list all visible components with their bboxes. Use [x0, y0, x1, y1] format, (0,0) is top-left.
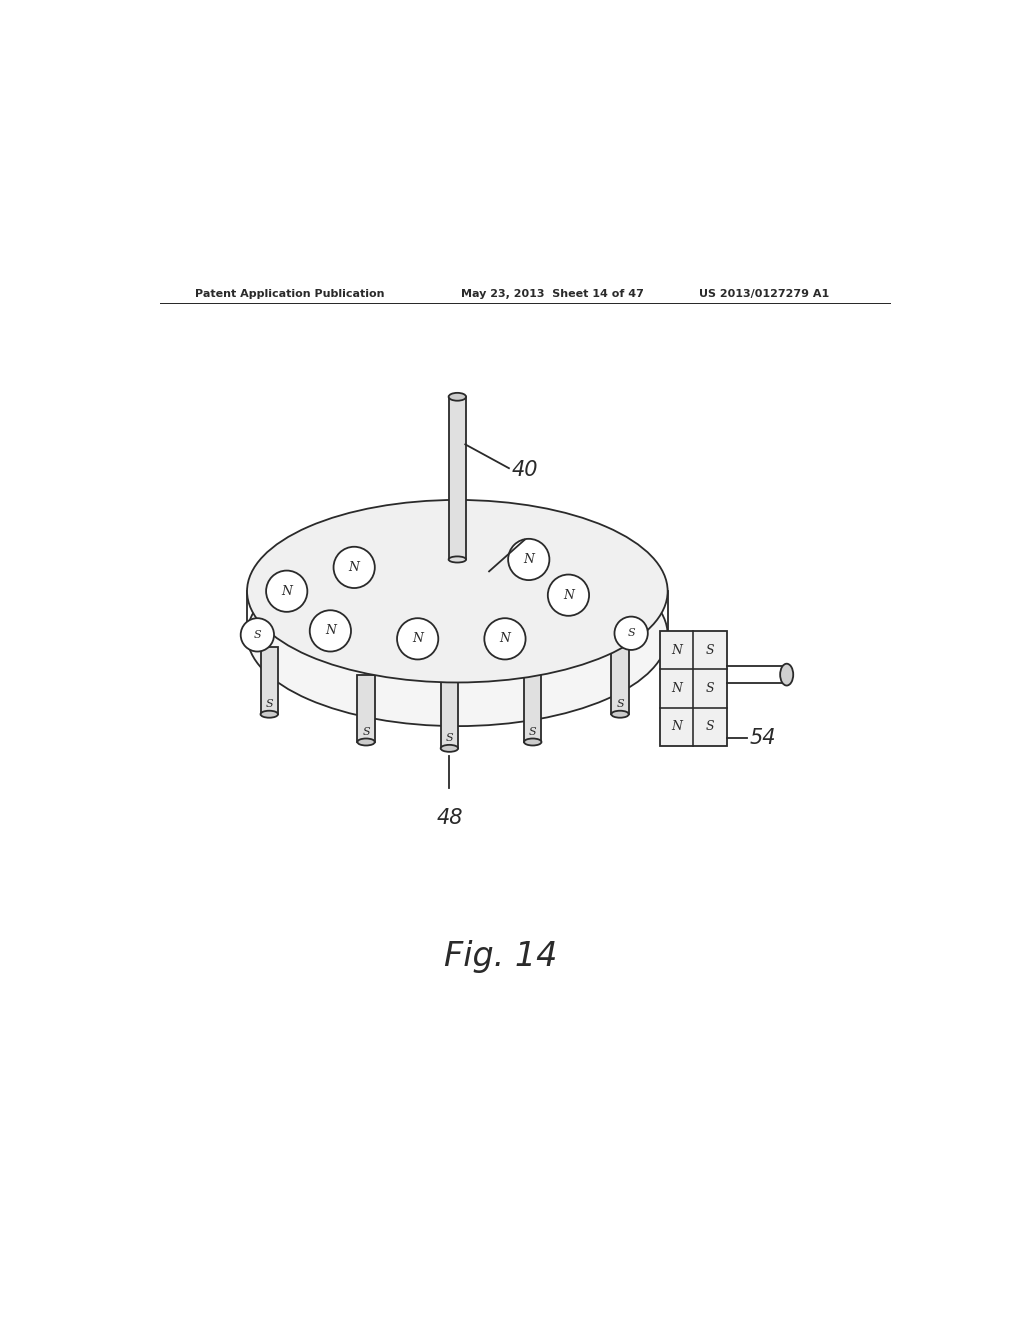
Text: N: N	[349, 561, 359, 574]
Bar	[357, 675, 375, 742]
Ellipse shape	[247, 544, 668, 726]
Bar	[260, 647, 278, 714]
Text: S: S	[254, 630, 261, 640]
Text: Fig. 14: Fig. 14	[444, 940, 558, 973]
Ellipse shape	[780, 664, 794, 685]
Text: N: N	[563, 589, 573, 602]
Text: S: S	[706, 644, 715, 656]
Text: US 2013/0127279 A1: US 2013/0127279 A1	[699, 289, 829, 300]
Ellipse shape	[247, 500, 668, 682]
Circle shape	[484, 618, 525, 660]
Text: May 23, 2013  Sheet 14 of 47: May 23, 2013 Sheet 14 of 47	[461, 289, 644, 300]
Text: 48: 48	[436, 808, 463, 828]
Text: 36: 36	[527, 528, 554, 548]
Text: S: S	[628, 628, 635, 639]
Text: N: N	[671, 682, 682, 694]
Text: N: N	[671, 644, 682, 656]
Text: N: N	[325, 624, 336, 638]
Ellipse shape	[449, 557, 466, 562]
Circle shape	[508, 539, 550, 579]
Bar	[611, 647, 629, 714]
Text: 54: 54	[750, 729, 776, 748]
Ellipse shape	[524, 738, 542, 746]
Circle shape	[548, 574, 589, 616]
Text: S: S	[445, 733, 454, 743]
Text: S: S	[529, 727, 537, 737]
Ellipse shape	[611, 710, 629, 718]
Ellipse shape	[440, 744, 458, 752]
Text: S: S	[616, 698, 624, 709]
Text: S: S	[706, 682, 715, 694]
Text: N: N	[282, 585, 292, 598]
Ellipse shape	[449, 393, 466, 401]
Bar	[440, 681, 458, 748]
Text: N: N	[413, 632, 423, 645]
Circle shape	[266, 570, 307, 612]
Bar	[659, 631, 727, 746]
Circle shape	[334, 546, 375, 587]
Text: N: N	[500, 632, 510, 645]
Ellipse shape	[260, 710, 278, 718]
Bar	[524, 675, 542, 742]
Circle shape	[241, 618, 274, 652]
Circle shape	[614, 616, 648, 649]
Circle shape	[309, 610, 351, 652]
Text: S: S	[706, 721, 715, 734]
Ellipse shape	[357, 738, 375, 746]
Text: Patent Application Publication: Patent Application Publication	[196, 289, 385, 300]
Circle shape	[397, 618, 438, 660]
Text: 40: 40	[511, 459, 538, 479]
Text: N: N	[523, 553, 535, 566]
Text: S: S	[362, 727, 370, 737]
Text: N: N	[671, 721, 682, 734]
Bar	[449, 397, 466, 560]
Text: S: S	[265, 698, 273, 709]
